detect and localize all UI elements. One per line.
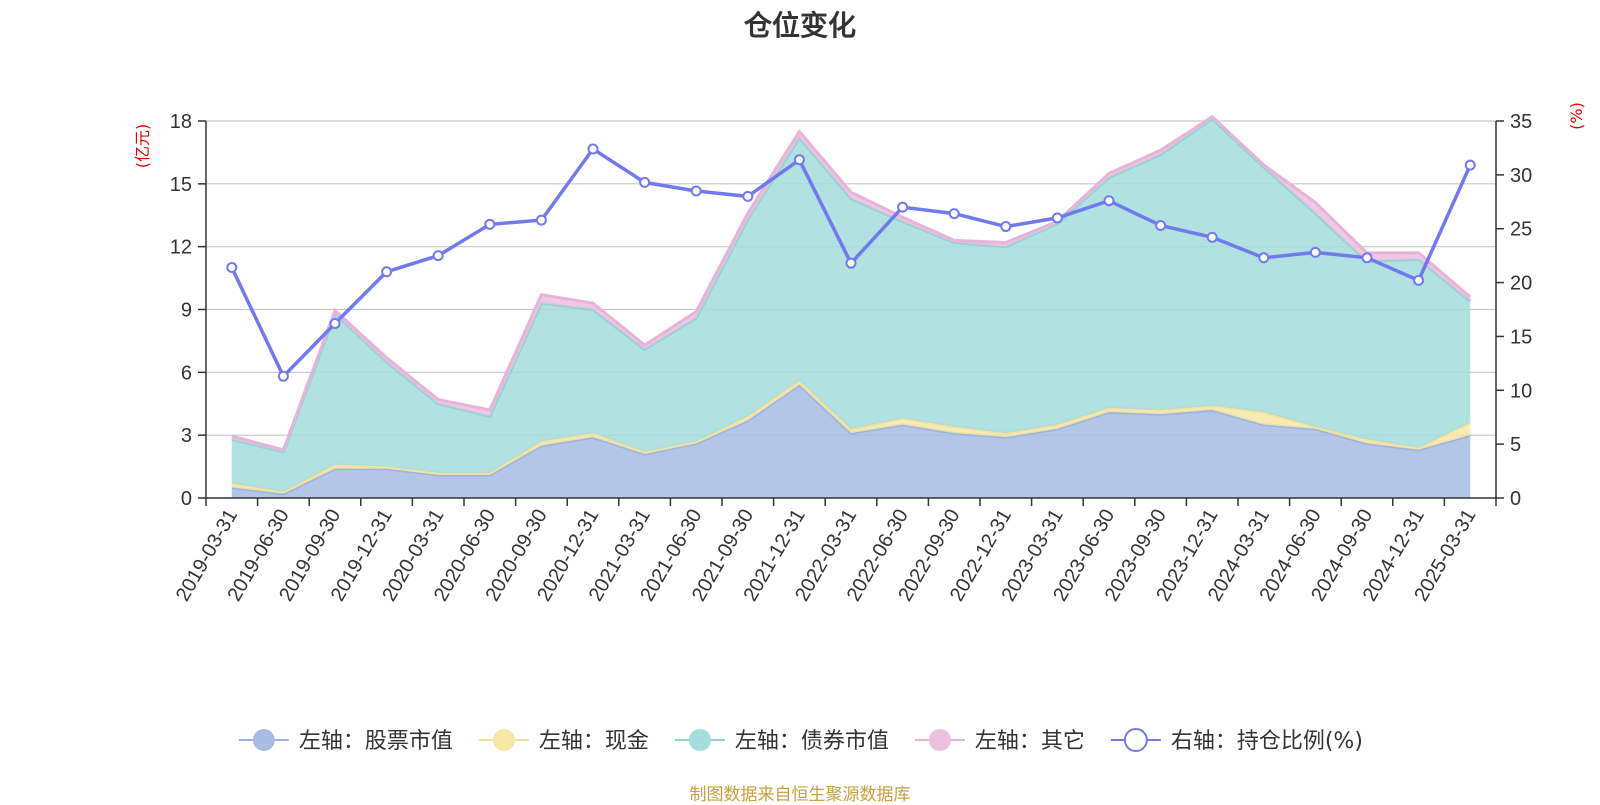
- area-series-4-edge: [231, 114, 1472, 452]
- left-tick-label: 9: [181, 300, 192, 322]
- ratio-point: [1258, 252, 1270, 264]
- legend-label: 左轴：其它: [975, 729, 1085, 754]
- right-tick-label: 25: [1510, 219, 1532, 241]
- legend-label: 左轴：现金: [539, 729, 649, 754]
- left-tick-label: 6: [181, 362, 192, 384]
- legend: 左轴：股票市值 左轴：现金 左轴：债券市值 左轴：其它 右轴：持仓比例(%): [238, 728, 1363, 754]
- legend-marker-icon: [492, 729, 515, 751]
- ratio-point: [1103, 195, 1115, 207]
- right-tick-label: 0: [1510, 488, 1521, 510]
- legend-marker-icon: [928, 729, 951, 751]
- ratio-point: [845, 257, 857, 269]
- right-tick-label: 30: [1510, 165, 1532, 187]
- ratio-point: [742, 190, 754, 202]
- ratio-point: [277, 370, 289, 382]
- chart-title: 仓位变化: [743, 10, 856, 41]
- ratio-point: [484, 218, 496, 230]
- ratio-point: [587, 143, 599, 155]
- ratio-point: [1206, 231, 1218, 243]
- ratio-point: [381, 266, 393, 278]
- right-tick-label: 10: [1510, 380, 1532, 402]
- ratio-point: [1361, 252, 1373, 264]
- source-note: 制图数据来自恒生聚源数据库: [689, 785, 911, 804]
- ratio-line: [226, 143, 1476, 382]
- ratio-point: [1155, 219, 1167, 231]
- right-tick-label: 35: [1510, 111, 1532, 133]
- ratio-point: [639, 176, 651, 188]
- ratio-point: [690, 185, 702, 197]
- legend-marker-icon: [252, 729, 275, 751]
- legend-label: 右轴：持仓比例(%): [1171, 729, 1363, 754]
- ratio-point: [432, 250, 444, 262]
- left-tick-label: 15: [170, 174, 192, 196]
- ratio-point: [1413, 274, 1425, 286]
- ratio-point: [1309, 246, 1321, 258]
- left-tick-label: 18: [170, 111, 192, 133]
- area-series-1: [231, 384, 1471, 498]
- ratio-point: [948, 208, 960, 220]
- stacked-areas: [231, 114, 1472, 498]
- ratio-point: [1000, 221, 1012, 233]
- ratio-point: [226, 261, 238, 273]
- left-tick-label: 3: [181, 425, 192, 447]
- right-tick-label: 5: [1510, 434, 1521, 456]
- legend-label: 左轴：股票市值: [299, 729, 453, 754]
- ratio-point: [897, 201, 909, 213]
- ratio-point: [793, 154, 805, 166]
- right-tick-label: 15: [1510, 326, 1532, 348]
- ratio-point: [1464, 159, 1476, 171]
- left-tick-label: 0: [181, 488, 192, 510]
- right-tick-label: 20: [1510, 273, 1532, 295]
- right-axis-unit: (%): [1567, 102, 1586, 130]
- legend-marker-icon: [1123, 728, 1148, 752]
- ratio-point: [535, 214, 547, 226]
- legend-label: 左轴：债券市值: [735, 729, 889, 754]
- area-series-3: [231, 118, 1471, 492]
- ratio-point: [329, 318, 341, 330]
- ratio-point: [1051, 212, 1063, 224]
- left-tick-label: 12: [170, 237, 192, 259]
- legend-marker-icon: [688, 729, 711, 751]
- left-axis-unit: (亿元): [133, 124, 152, 169]
